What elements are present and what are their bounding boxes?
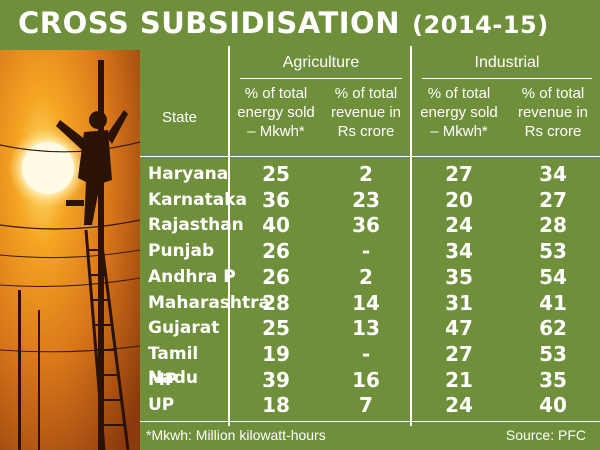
header-line: revenue in	[330, 104, 402, 121]
cell-ind-revenue: 53	[539, 239, 567, 264]
cell-agri-energy: 26	[262, 264, 290, 289]
cell-agri-revenue: 16	[352, 367, 380, 392]
cell-agri-revenue: 23	[352, 187, 380, 212]
table-row: Punjab 26 - 34 53	[140, 239, 600, 263]
title-main: CROSS SUBSIDISATION	[18, 6, 400, 40]
cell-agri-energy: 19	[262, 341, 290, 366]
cell-state: UP	[148, 395, 175, 416]
cell-ind-revenue: 41	[539, 290, 567, 315]
cell-agri-revenue: 14	[352, 290, 380, 315]
header-line: – Mkwh*	[247, 123, 305, 140]
cell-state: Haryana	[148, 164, 229, 184]
cell-ind-revenue: 34	[539, 162, 567, 186]
header-divider	[140, 156, 600, 157]
header-line: % of total	[244, 85, 308, 102]
cell-agri-energy: 18	[262, 393, 290, 418]
header-agri-energy: % of total energy sold – Mkwh*	[234, 84, 318, 141]
chart-title: CROSS SUBSIDISATION (2014-15)	[18, 6, 588, 44]
cell-agri-revenue: 2	[359, 264, 373, 289]
cell-agri-revenue: -	[361, 239, 371, 264]
header-agri-revenue: % of total revenue in Rs crore	[324, 84, 408, 141]
table-row: Rajasthan 40 36 24 28	[140, 213, 600, 237]
cell-agri-revenue: 7	[359, 393, 373, 418]
cell-ind-energy: 27	[445, 341, 473, 366]
table-row: Maharashtra 28 14 31 41	[140, 291, 600, 315]
cell-ind-revenue: 27	[539, 187, 567, 212]
cell-agri-energy: 36	[262, 187, 290, 212]
cell-ind-revenue: 40	[539, 393, 567, 418]
header-line: % of total	[334, 85, 398, 102]
cell-ind-energy: 24	[445, 393, 473, 418]
group-underline-agriculture	[240, 78, 402, 79]
sunset-lineman-image	[0, 50, 140, 450]
cell-state: Punjab	[148, 241, 215, 262]
title-period: (2014-15)	[412, 11, 549, 39]
cell-ind-energy: 21	[445, 367, 473, 392]
cell-agri-energy: 25	[262, 316, 290, 341]
cell-ind-revenue: 28	[539, 213, 567, 238]
cell-ind-energy: 47	[445, 316, 473, 341]
table-row: Tamil Nadu 19 - 27 53	[140, 341, 600, 388]
cell-state: Maharashtra	[148, 292, 271, 313]
header-ind-revenue: % of total revenue in Rs crore	[508, 84, 598, 141]
cell-agri-energy: 39	[262, 367, 290, 392]
cell-ind-energy: 27	[445, 162, 473, 186]
cell-state: Tamil Nadu	[148, 343, 199, 388]
cell-ind-energy: 34	[445, 239, 473, 264]
group-industrial: Industrial	[474, 54, 540, 71]
footer-divider	[140, 421, 600, 422]
header-line: – Mkwh*	[430, 123, 488, 140]
source-note: Source: PFC	[505, 427, 586, 443]
data-table: Agriculture Industrial State % of total …	[140, 46, 600, 426]
table-row: Gujarat 25 13 47 62	[140, 316, 600, 340]
cell-ind-energy: 35	[445, 264, 473, 289]
table-row: Andhra P 26 2 35 54	[140, 265, 600, 289]
cell-state: Andhra P	[148, 266, 236, 287]
header-line: % of total	[427, 85, 491, 102]
cell-agri-revenue: 13	[352, 316, 380, 341]
cell-ind-revenue: 35	[539, 367, 567, 392]
cell-agri-revenue: 36	[352, 213, 380, 238]
cell-ind-revenue: 54	[539, 264, 567, 289]
cell-ind-energy: 20	[445, 187, 473, 212]
cell-agri-energy: 28	[262, 290, 290, 315]
cell-state: Karnataka	[148, 189, 247, 210]
group-underline-industrial	[422, 78, 592, 79]
header-line: energy sold	[237, 104, 315, 121]
footnote: *Mkwh: Million kilowatt-hours	[146, 427, 326, 443]
header-line: Rs crore	[337, 123, 395, 140]
header-state: State	[162, 109, 198, 126]
cell-agri-revenue: -	[361, 341, 371, 366]
cell-state: Rajasthan	[148, 215, 244, 236]
cell-ind-revenue: 53	[539, 341, 567, 366]
divider-groups	[410, 46, 412, 426]
header-line: % of total	[521, 85, 585, 102]
cell-ind-revenue: 62	[539, 316, 567, 341]
table-row: UP 18 7 24 40	[140, 393, 600, 417]
table-row: MP 39 16 21 35	[140, 368, 600, 392]
cell-ind-energy: 31	[445, 290, 473, 315]
cell-agri-energy: 26	[262, 239, 290, 264]
lineman-photo	[0, 50, 140, 450]
header-line: Rs crore	[524, 123, 582, 140]
cell-agri-energy: 25	[262, 162, 290, 186]
cell-agri-energy: 40	[262, 213, 290, 238]
cell-state: Gujarat	[148, 318, 220, 339]
table-row: Haryana 25 2 27 34	[140, 162, 600, 186]
cell-ind-energy: 24	[445, 213, 473, 238]
header-line: energy sold	[420, 104, 498, 121]
header-line: revenue in	[517, 104, 589, 121]
divider-state	[228, 46, 230, 426]
group-agriculture: Agriculture	[282, 54, 360, 71]
cell-agri-revenue: 2	[359, 162, 373, 186]
header-ind-energy: % of total energy sold – Mkwh*	[414, 84, 504, 141]
table-row: Karnataka 36 23 20 27	[140, 188, 600, 212]
cell-state: MP	[148, 369, 178, 390]
